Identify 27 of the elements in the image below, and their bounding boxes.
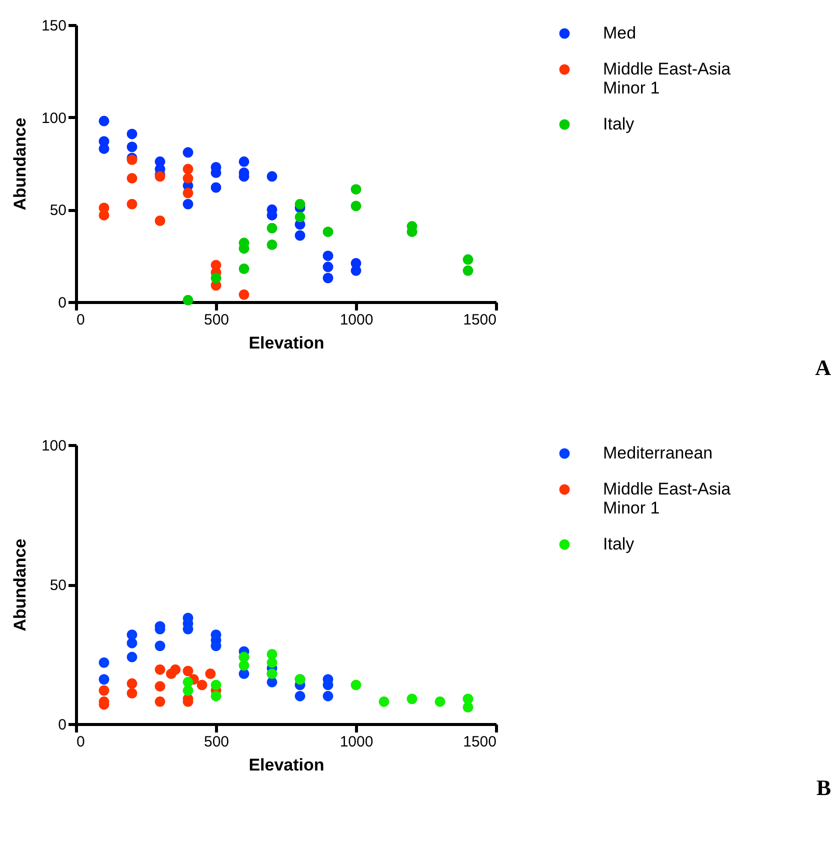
text: A (815, 355, 831, 381)
y-tick-label: 150 (41, 18, 66, 34)
x-tick-label: 0 (76, 312, 85, 328)
y-tick-label: 50 (50, 202, 66, 220)
legend-label: Italy (603, 114, 635, 134)
y-tick-label: 100 (41, 438, 66, 454)
x-tick-label: 0 (76, 734, 85, 750)
y-tick-label: 0 (58, 716, 66, 734)
y-tick-label: 50 (50, 577, 66, 594)
x-tick-label: 500 (204, 734, 230, 750)
x-axis-title: Elevation (248, 334, 324, 352)
x-tick-label: 1500 (463, 734, 496, 750)
legend-label: Middle East-Asia Minor 1 (603, 60, 732, 98)
legend-label: Med (603, 24, 636, 42)
legend-label: Middle East-Asia Minor 1 (603, 480, 732, 518)
legend-label: Mediterranean (603, 444, 713, 462)
x-tick-label: 1000 (340, 734, 374, 750)
y-axis-title: Abundance (10, 538, 30, 632)
x-tick-label: 1500 (463, 312, 496, 328)
x-axis-title: Elevation (248, 756, 324, 774)
y-tick-label: 100 (41, 110, 66, 127)
y-tick-label: 0 (58, 294, 66, 312)
legend-label: Italy (603, 534, 635, 554)
y-axis-title: Abundance (10, 118, 30, 210)
x-tick-label: 1000 (340, 312, 374, 328)
text: B (816, 775, 831, 801)
x-tick-label: 500 (204, 312, 230, 328)
